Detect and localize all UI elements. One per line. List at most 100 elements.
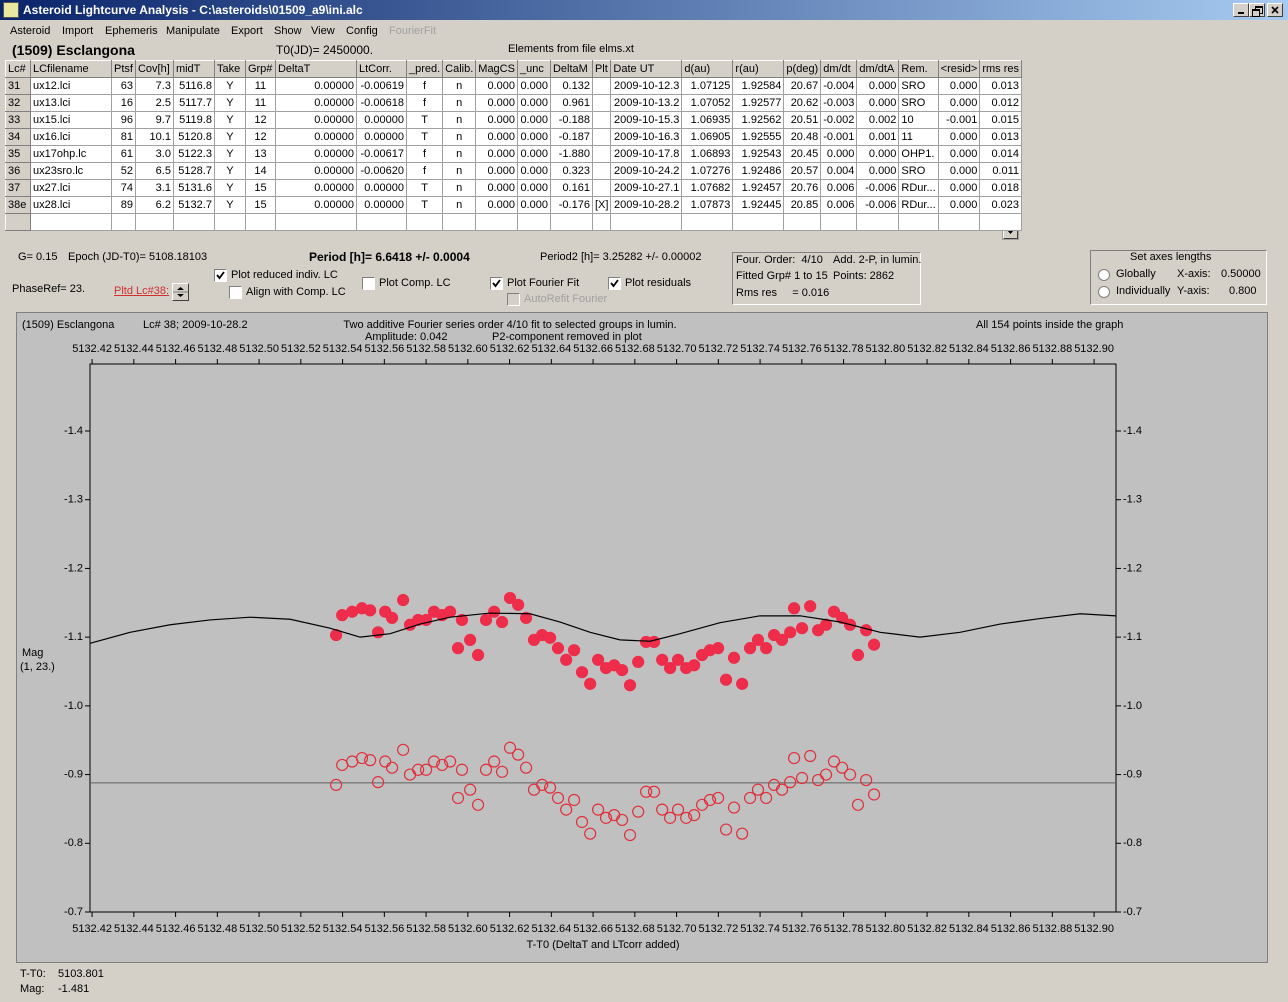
table-cell[interactable]: 10: [898, 111, 939, 129]
table-cell[interactable]: 15: [244, 179, 276, 197]
table-cell[interactable]: -0.002: [820, 111, 858, 129]
table-cell[interactable]: 0.000: [516, 77, 551, 95]
table-cell[interactable]: ux15.lci: [30, 111, 112, 129]
table-cell[interactable]: 0.00000: [274, 94, 357, 112]
table-cell[interactable]: SRO: [898, 162, 939, 180]
table-cell[interactable]: 0.000: [820, 145, 858, 163]
table-cell[interactable]: 1.07125: [681, 77, 734, 95]
table-cell[interactable]: 14: [244, 162, 276, 180]
table-cell[interactable]: 0.000: [475, 179, 518, 197]
table-cell[interactable]: 0.000: [856, 145, 900, 163]
checkbox[interactable]: [229, 286, 242, 299]
table-cell[interactable]: RDur...: [898, 196, 939, 214]
table-cell[interactable]: 0.012: [979, 94, 1023, 112]
table-row[interactable]: [5, 213, 1023, 231]
table-cell[interactable]: [898, 213, 939, 231]
table-cell[interactable]: 11: [244, 77, 276, 95]
table-cell[interactable]: 5132.7: [172, 196, 215, 214]
table-cell[interactable]: [591, 213, 612, 231]
table-cell[interactable]: [979, 213, 1023, 231]
table-cell[interactable]: 11: [244, 94, 276, 112]
table-cell[interactable]: -0.006: [856, 196, 900, 214]
table-cell[interactable]: 5122.3: [172, 145, 215, 163]
table-cell[interactable]: 0.00000: [274, 77, 357, 95]
table-cell[interactable]: 0.000: [856, 162, 900, 180]
table-cell[interactable]: -1.880: [549, 145, 593, 163]
table-cell[interactable]: -0.003: [820, 94, 858, 112]
table-cell[interactable]: 0.000: [937, 179, 981, 197]
table-cell[interactable]: 0.000: [937, 145, 981, 163]
table-cell[interactable]: 20.76: [783, 179, 822, 197]
table-cell[interactable]: 1.06935: [681, 111, 734, 129]
radio-button[interactable]: [1098, 269, 1110, 281]
table-cell[interactable]: [783, 213, 822, 231]
table-cell[interactable]: 2009-10-17.8: [610, 145, 683, 163]
restore-button[interactable]: [1249, 3, 1265, 17]
table-cell[interactable]: 2009-10-16.3: [610, 128, 683, 146]
table-cell[interactable]: -0.176: [549, 196, 593, 214]
table-cell[interactable]: f: [405, 162, 444, 180]
table-cell[interactable]: 63: [111, 77, 136, 95]
table-cell[interactable]: 3.0: [134, 145, 174, 163]
table-cell[interactable]: -0.006: [856, 179, 900, 197]
row-header[interactable]: 33: [5, 111, 31, 129]
table-cell[interactable]: 1.92445: [732, 196, 785, 214]
table-cell[interactable]: SRO: [898, 94, 939, 112]
table-cell[interactable]: [591, 179, 612, 197]
checkbox-label[interactable]: Plot Comp. LC: [379, 277, 451, 289]
checkbox[interactable]: [490, 277, 503, 290]
table-cell[interactable]: 9.7: [134, 111, 174, 129]
table-cell[interactable]: n: [442, 128, 477, 146]
table-cell[interactable]: 0.961: [549, 94, 593, 112]
table-cell[interactable]: 0.006: [820, 179, 858, 197]
table-cell[interactable]: 0.011: [979, 162, 1023, 180]
table-cell[interactable]: [937, 213, 981, 231]
table-cell[interactable]: [856, 213, 900, 231]
row-header[interactable]: 36: [5, 162, 31, 180]
table-cell[interactable]: 0.00000: [274, 196, 357, 214]
spinner[interactable]: [172, 283, 189, 301]
table-cell[interactable]: Y: [213, 162, 246, 180]
table-cell[interactable]: ux13.lci: [30, 94, 112, 112]
table-cell[interactable]: ux16.lci: [30, 128, 112, 146]
table-cell[interactable]: 0.001: [856, 128, 900, 146]
table-cell[interactable]: 1.06905: [681, 128, 734, 146]
table-cell[interactable]: 0.000: [516, 179, 551, 197]
table-cell[interactable]: 0.000: [516, 145, 551, 163]
table-cell[interactable]: n: [442, 196, 477, 214]
table-cell[interactable]: ux27.lci: [30, 179, 112, 197]
table-cell[interactable]: 1.92486: [732, 162, 785, 180]
table-cell[interactable]: 1.07052: [681, 94, 734, 112]
table-cell[interactable]: 0.000: [937, 77, 981, 95]
table-cell[interactable]: 61: [111, 145, 136, 163]
table-cell[interactable]: SRO: [898, 77, 939, 95]
table-cell[interactable]: n: [442, 94, 477, 112]
table-cell[interactable]: 12: [244, 128, 276, 146]
table-cell[interactable]: 0.00000: [355, 196, 407, 214]
table-cell[interactable]: RDur...: [898, 179, 939, 197]
checkbox[interactable]: [608, 277, 621, 290]
table-cell[interactable]: 3.1: [134, 179, 174, 197]
table-cell[interactable]: 2009-10-27.1: [610, 179, 683, 197]
table-cell[interactable]: 0.000: [516, 196, 551, 214]
table-cell[interactable]: Y: [213, 111, 246, 129]
row-header[interactable]: 35: [5, 145, 31, 163]
table-cell[interactable]: 0.000: [475, 162, 518, 180]
table-cell[interactable]: 5117.7: [172, 94, 215, 112]
radio-label[interactable]: Globally: [1116, 268, 1156, 280]
table-cell[interactable]: 6.2: [134, 196, 174, 214]
table-cell[interactable]: 0.014: [979, 145, 1023, 163]
table-cell[interactable]: [610, 213, 683, 231]
table-cell[interactable]: 15: [244, 196, 276, 214]
table-cell[interactable]: [681, 213, 734, 231]
table-cell[interactable]: [591, 111, 612, 129]
row-header[interactable]: [5, 213, 31, 231]
table-cell[interactable]: 81: [111, 128, 136, 146]
table-cell[interactable]: 20.48: [783, 128, 822, 146]
table-cell[interactable]: 1.92543: [732, 145, 785, 163]
table-cell[interactable]: 2009-10-12.3: [610, 77, 683, 95]
table-cell[interactable]: T: [405, 196, 444, 214]
table-cell[interactable]: 0.00000: [274, 162, 357, 180]
table-cell[interactable]: 0.323: [549, 162, 593, 180]
table-cell[interactable]: T: [405, 179, 444, 197]
